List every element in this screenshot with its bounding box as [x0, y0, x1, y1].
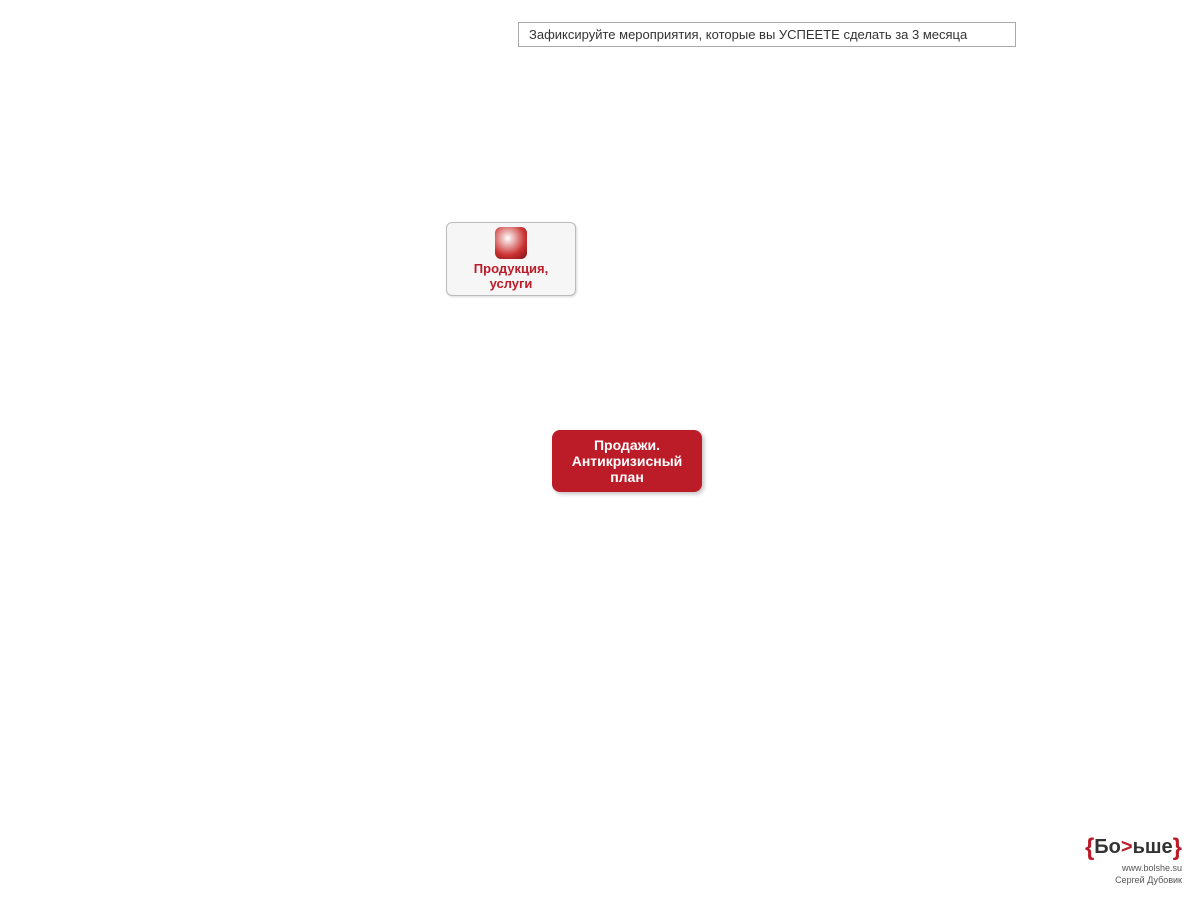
branch-title: Продукция, услуги — [457, 261, 565, 291]
products-icon — [495, 227, 527, 259]
central-node: Продажи. Антикризисный план — [552, 430, 702, 492]
branch-products: Продукция, услуги — [446, 222, 576, 296]
logo: {Бо>ьше} www.bolshe.su Сергей Дубовик — [1085, 834, 1182, 886]
central-line1: Продажи. — [552, 437, 702, 453]
central-line3: план — [552, 469, 702, 485]
central-line2: Антикризисный — [552, 453, 702, 469]
header-banner: Зафиксируйте мероприятия, которые вы УСП… — [518, 22, 1016, 47]
banner-text: Зафиксируйте мероприятия, которые вы УСП… — [529, 27, 967, 42]
